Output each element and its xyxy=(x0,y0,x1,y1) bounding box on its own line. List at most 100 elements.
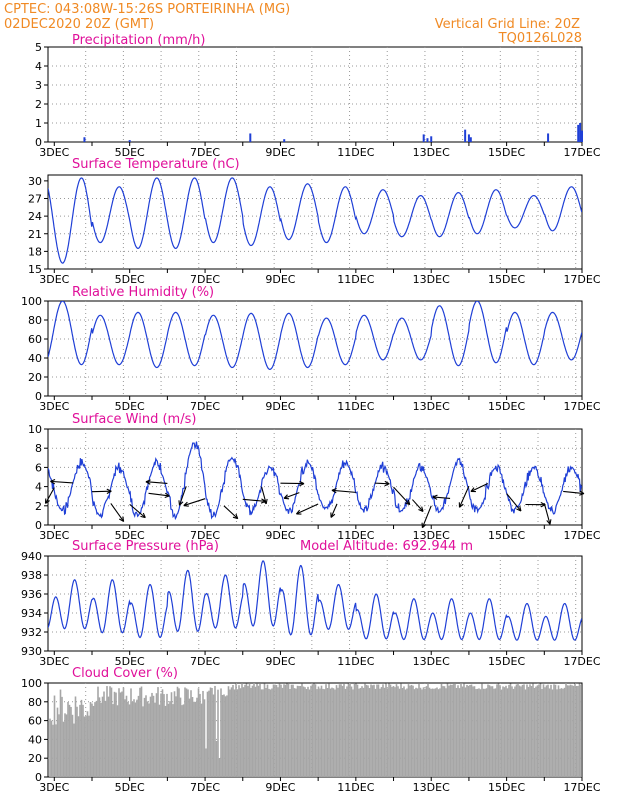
wind-arrow xyxy=(242,498,266,502)
wind-arrow xyxy=(50,480,74,484)
x-tick-label: 11DEC xyxy=(337,529,374,542)
x-tick-label: 17DEC xyxy=(563,273,600,286)
y-tick-label: 10 xyxy=(28,423,42,436)
x-tick-label: 9DEC xyxy=(265,781,295,794)
wind-arrow xyxy=(145,481,168,484)
wind-arrow xyxy=(421,505,432,528)
x-tick-label: 5DEC xyxy=(115,529,145,542)
wind-arrow xyxy=(148,492,170,497)
x-tick-label: 11DEC xyxy=(337,400,374,413)
x-tick-label: 15DEC xyxy=(488,400,525,413)
x-tick-label: 3DEC xyxy=(39,529,69,542)
wind-arrow-head xyxy=(418,506,424,512)
x-tick-label: 11DEC xyxy=(337,655,374,668)
x-tick-label: 15DEC xyxy=(488,146,525,159)
panel-4: 930 932 934 936 938 940 3DEC 5DEC 7DEC 9DEC 11DEC 1… xyxy=(21,539,601,668)
y-tick-label: 4 xyxy=(35,481,42,494)
wind-speed-line xyxy=(48,441,582,521)
y-tick-label: 0 xyxy=(35,390,42,403)
temperature-line xyxy=(48,177,582,264)
x-tick-label: 3DEC xyxy=(39,655,69,668)
panel-2: 0 20 40 60 80 100 3DEC 5DEC 7DEC 9DEC 11DEC 13DEC 15… xyxy=(21,285,601,413)
vertical-grid-note: Vertical Grid Line: 20Z xyxy=(435,17,580,32)
wind-arrow xyxy=(543,503,551,525)
x-tick-label: 13DEC xyxy=(413,529,450,542)
wind-arrow xyxy=(470,483,489,492)
plot-frame xyxy=(47,300,583,397)
pressure-line xyxy=(48,560,582,641)
panel-title: Relative Humidity (%) xyxy=(72,285,214,300)
x-tick-label: 17DEC xyxy=(563,655,600,668)
wind-arrow xyxy=(91,490,112,493)
wind-arrow xyxy=(45,487,55,504)
x-tick-label: 11DEC xyxy=(337,781,374,794)
wind-arrow xyxy=(261,486,267,504)
y-tick-label: 2 xyxy=(35,98,42,111)
x-tick-label: 3DEC xyxy=(39,400,69,413)
y-tick-label: 0 xyxy=(35,771,42,784)
x-tick-label: 5DEC xyxy=(115,273,145,286)
panel-title: Cloud Cover (%) xyxy=(72,666,178,681)
x-tick-label: 13DEC xyxy=(413,146,450,159)
y-tick-label: 27 xyxy=(28,193,42,206)
x-tick-label: 5DEC xyxy=(115,781,145,794)
wind-arrow-head xyxy=(44,498,50,504)
run-date: 02DEC2020 20Z (GMT) xyxy=(4,17,154,32)
x-tick-label: 13DEC xyxy=(413,400,450,413)
y-tick-label: 5 xyxy=(35,41,42,54)
x-tick-label: 9DEC xyxy=(265,529,295,542)
y-tick-label: 100 xyxy=(21,677,42,690)
x-tick-label: 5DEC xyxy=(115,655,145,668)
x-tick-label: 7DEC xyxy=(190,655,220,668)
y-tick-label: 932 xyxy=(21,626,42,639)
humidity-line xyxy=(48,301,582,371)
panel-title: Surface Wind (m/s) xyxy=(72,412,196,427)
x-tick-label: 11DEC xyxy=(337,146,374,159)
x-tick-label: 7DEC xyxy=(190,146,220,159)
x-tick-label: 15DEC xyxy=(488,529,525,542)
wind-arrow-head xyxy=(50,479,56,485)
y-tick-label: 80 xyxy=(28,696,42,709)
station-line: CPTEC: 043:08W-15:26S PORTEIRINHA (MG) xyxy=(4,2,290,17)
y-tick-label: 30 xyxy=(28,175,42,188)
plot-frame xyxy=(47,555,583,652)
panel-subtitle: Model Altitude: 692.944 m xyxy=(300,539,473,554)
x-tick-label: 9DEC xyxy=(265,400,295,413)
x-tick-label: 13DEC xyxy=(413,655,450,668)
x-tick-label: 13DEC xyxy=(413,781,450,794)
plot-frame xyxy=(47,46,583,143)
wind-arrow-head xyxy=(384,480,390,487)
wind-arrow xyxy=(129,503,146,519)
wind-arrow xyxy=(458,485,470,508)
wind-arrow-head xyxy=(432,494,438,500)
y-tick-label: 2 xyxy=(35,500,42,513)
wind-arrow xyxy=(432,496,451,499)
x-tick-label: 7DEC xyxy=(190,781,220,794)
wind-arrow-head xyxy=(579,490,585,496)
wind-arrow xyxy=(283,492,300,499)
wind-arrow xyxy=(330,503,338,518)
x-tick-label: 3DEC xyxy=(39,781,69,794)
x-tick-label: 5DEC xyxy=(115,400,145,413)
wind-arrow-head xyxy=(140,512,146,519)
panel-0: 0 1 2 3 4 5 3DEC 5DEC 7DEC 9DEC 11DEC 13DEC 15DEC 17D… xyxy=(35,33,601,159)
y-tick-label: 940 xyxy=(21,550,42,563)
panel-5: 0 20 40 60 80 100 3DEC 5DEC 7DEC 9DEC 11DEC 13DEC 15… xyxy=(21,666,601,794)
wind-arrow-head xyxy=(330,512,336,518)
y-tick-label: 18 xyxy=(28,245,42,258)
x-tick-label: 5DEC xyxy=(115,146,145,159)
wind-arrow-head xyxy=(283,494,290,500)
y-tick-label: 40 xyxy=(28,352,42,365)
y-tick-label: 24 xyxy=(28,210,42,223)
wind-arrow-head xyxy=(178,500,184,506)
wind-arrow xyxy=(563,490,585,495)
y-tick-label: 60 xyxy=(28,715,42,728)
y-tick-label: 15 xyxy=(28,263,42,276)
model-id: TQ0126L028 xyxy=(498,31,582,46)
y-tick-label: 938 xyxy=(21,569,42,582)
wind-arrow xyxy=(411,499,424,512)
wind-arrow-head xyxy=(458,502,464,508)
x-tick-label: 13DEC xyxy=(413,273,450,286)
wind-arrow-head xyxy=(106,488,112,494)
wind-arrow xyxy=(110,503,125,522)
